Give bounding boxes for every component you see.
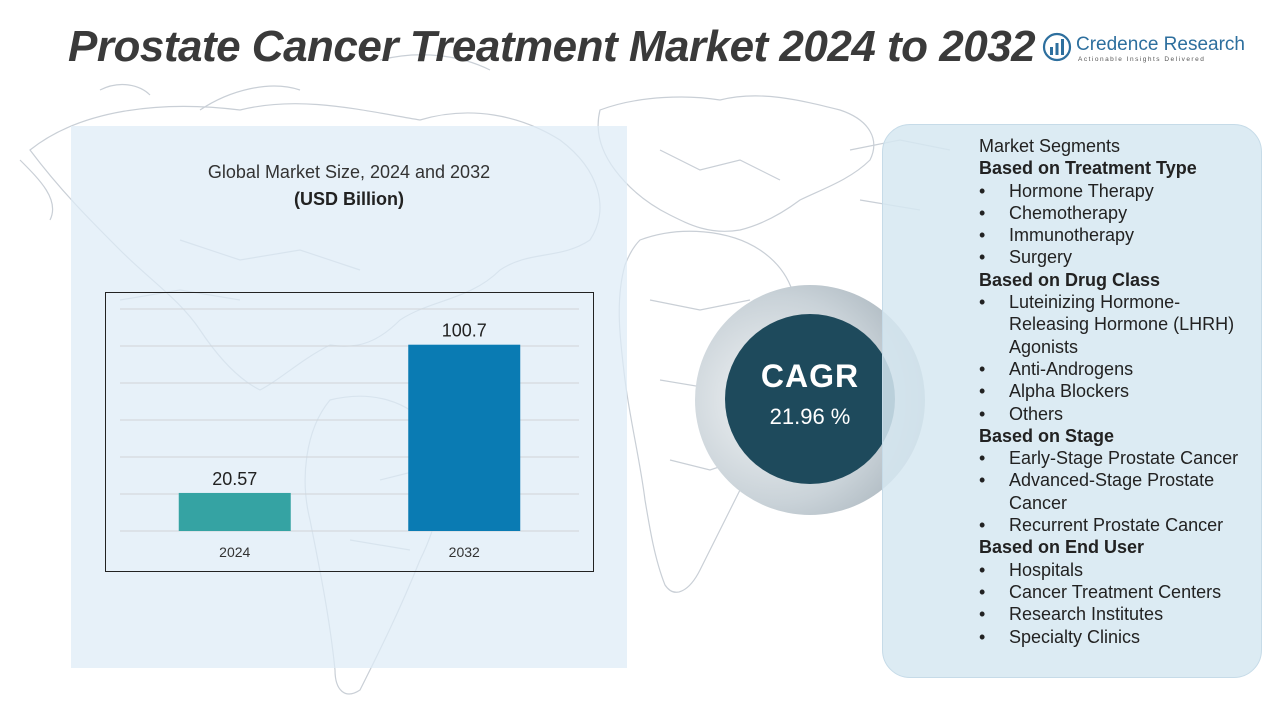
logo-tagline: Actionable Insights Delivered bbox=[1078, 56, 1206, 63]
cagr-circle: CAGR 21.96 % bbox=[725, 314, 895, 484]
segment-item: • Chemotherapy bbox=[979, 202, 1259, 224]
segment-item-label: Hormone Therapy bbox=[1009, 180, 1154, 201]
bullet-icon: • bbox=[979, 604, 986, 625]
segment-item: • Research Institutes bbox=[979, 603, 1259, 625]
bullet-icon: • bbox=[979, 581, 986, 602]
bullet-icon: • bbox=[979, 515, 986, 536]
segment-group-title: Based on Drug Class bbox=[979, 269, 1161, 290]
segment-item-label: Advanced-Stage Prostate Cancer bbox=[1009, 470, 1215, 513]
segment-list: • Hospitals • Cancer Treatment Centers • Re… bbox=[979, 559, 1259, 648]
bullet-icon: • bbox=[979, 202, 986, 223]
segment-item-label: Recurrent Prostate Cancer bbox=[1009, 515, 1224, 536]
data-label-2032: 100.7 bbox=[442, 321, 487, 341]
segment-item-label: Luteinizing Hormone-Releasing Hormone (L… bbox=[1009, 292, 1235, 357]
x-tick-label-2024: 2024 bbox=[219, 544, 250, 560]
segment-list: • Early-Stage Prostate Cancer • Advanced-S… bbox=[979, 447, 1259, 536]
segments-title: Market Segments bbox=[979, 136, 1121, 156]
bullet-icon: • bbox=[979, 559, 986, 580]
bullet-icon: • bbox=[979, 448, 986, 469]
bullet-icon: • bbox=[979, 470, 986, 491]
bar-chart-frame: 20.57 2024 100.7 2032 bbox=[105, 292, 594, 572]
segment-item: • Surgery bbox=[979, 246, 1259, 268]
cagr-value: 21.96 % bbox=[769, 404, 851, 429]
segment-group-title: Based on Stage bbox=[979, 425, 1115, 446]
bullet-icon: • bbox=[979, 225, 986, 246]
segment-item: • Early-Stage Prostate Cancer bbox=[979, 447, 1259, 469]
credence-research-logo: Credence Research Actionable Insights De… bbox=[1042, 32, 1262, 68]
bar-2032 bbox=[408, 344, 521, 531]
segment-item: • Luteinizing Hormone-Releasing Hormone (… bbox=[979, 291, 1259, 358]
segment-item-label: Hospitals bbox=[1009, 559, 1084, 580]
bar-2024 bbox=[178, 492, 291, 531]
segment-item-label: Early-Stage Prostate Cancer bbox=[1009, 448, 1239, 469]
bullet-icon: • bbox=[979, 292, 986, 313]
segment-item-label: Immunotherapy bbox=[1009, 225, 1135, 246]
segment-item: • Immunotherapy bbox=[979, 224, 1259, 246]
segment-item-label: Research Institutes bbox=[1009, 604, 1164, 625]
segment-item: • Anti-Androgens bbox=[979, 358, 1259, 380]
segment-item-label: Chemotherapy bbox=[1009, 202, 1128, 223]
bullet-icon: • bbox=[979, 247, 986, 268]
bullet-icon: • bbox=[979, 180, 986, 201]
segment-list: • Hormone Therapy • Chemotherapy • Immunoth… bbox=[979, 180, 1259, 269]
market-segments-list: Market Segments Based on Treatment Type … bbox=[979, 135, 1259, 648]
segment-item-label: Surgery bbox=[1009, 247, 1073, 268]
bullet-icon: • bbox=[979, 626, 986, 647]
segment-item-label: Alpha Blockers bbox=[1009, 381, 1130, 402]
segment-item-label: Others bbox=[1009, 403, 1064, 424]
segment-item: • Recurrent Prostate Cancer bbox=[979, 514, 1259, 536]
segment-item-label: Cancer Treatment Centers bbox=[1009, 581, 1222, 602]
market-segments-panel: Market Segments Based on Treatment Type … bbox=[882, 124, 1262, 678]
segment-group-title: Based on Treatment Type bbox=[979, 158, 1197, 179]
segment-item: • Others bbox=[979, 403, 1259, 425]
segment-item-label: Specialty Clinics bbox=[1009, 626, 1141, 647]
chart-panel: Global Market Size, 2024 and 2032 (USD B… bbox=[71, 126, 627, 668]
segment-item: • Cancer Treatment Centers bbox=[979, 581, 1259, 603]
data-label-2024: 20.57 bbox=[212, 469, 257, 489]
segment-item: • Alpha Blockers bbox=[979, 380, 1259, 402]
segment-list: • Luteinizing Hormone-Releasing Hormone (… bbox=[979, 291, 1259, 425]
x-tick-label-2032: 2032 bbox=[449, 544, 480, 560]
bar-chart: 20.57 2024 100.7 2032 bbox=[120, 308, 579, 560]
logo-name: Credence Research bbox=[1076, 34, 1245, 55]
chart-unit: (USD Billion) bbox=[294, 189, 404, 209]
segment-item: • Hormone Therapy bbox=[979, 180, 1259, 202]
segment-item: • Advanced-Stage Prostate Cancer bbox=[979, 469, 1259, 514]
bullet-icon: • bbox=[979, 358, 986, 379]
segment-group-title: Based on End User bbox=[979, 537, 1145, 558]
bar-chart-logo-icon bbox=[1042, 32, 1072, 62]
bullet-icon: • bbox=[979, 403, 986, 424]
chart-heading: Global Market Size, 2024 and 2032 bbox=[207, 162, 491, 182]
cagr-label: CAGR bbox=[760, 358, 860, 394]
page-title: Prostate Cancer Treatment Market 2024 to… bbox=[68, 22, 1036, 71]
segment-item: • Hospitals bbox=[979, 559, 1259, 581]
segment-item-label: Anti-Androgens bbox=[1009, 358, 1134, 379]
bullet-icon: • bbox=[979, 381, 986, 402]
segment-item: • Specialty Clinics bbox=[979, 626, 1259, 648]
